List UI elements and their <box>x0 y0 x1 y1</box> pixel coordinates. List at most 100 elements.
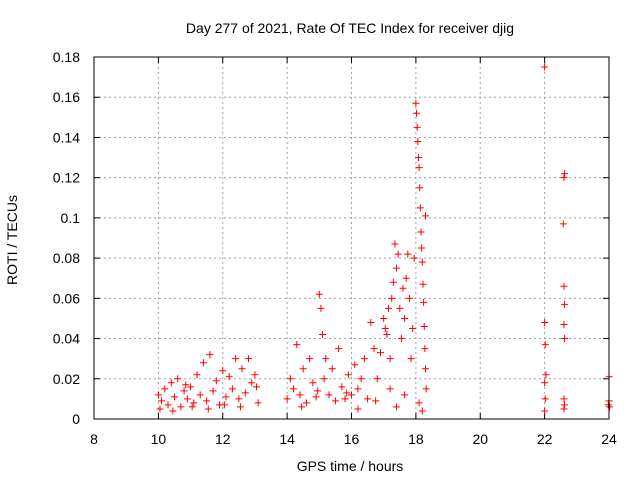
x-tick-labels: 8 10 12 14 16 18 20 22 24 <box>90 431 617 447</box>
data-point <box>169 407 177 415</box>
data-point <box>541 379 549 387</box>
data-point <box>561 300 569 308</box>
y-tick-label: 0.16 <box>53 89 80 105</box>
data-point <box>357 375 365 383</box>
data-point <box>405 294 413 302</box>
data-point <box>317 304 325 312</box>
data-point <box>241 389 249 397</box>
data-point <box>183 395 191 403</box>
data-point <box>158 397 166 405</box>
data-point <box>222 393 230 401</box>
data-point <box>156 405 164 413</box>
y-tick-label: 0.12 <box>53 170 80 186</box>
y-tick-label: 0.06 <box>53 290 80 306</box>
plot-frame <box>93 56 610 420</box>
data-point <box>401 314 409 322</box>
grid <box>94 57 609 419</box>
data-point <box>254 399 262 407</box>
data-point <box>225 373 233 381</box>
data-point <box>161 385 169 393</box>
y-tick-label: 0.02 <box>53 371 80 387</box>
data-point <box>167 379 175 387</box>
y-tick-label: 0.1 <box>61 210 81 226</box>
data-point <box>354 405 362 413</box>
y-tick-label: 0.04 <box>53 331 80 347</box>
data-point <box>174 375 182 383</box>
y-tick-label: 0.14 <box>53 129 80 145</box>
data-point <box>341 395 349 403</box>
data-point <box>388 294 396 302</box>
data-point <box>238 365 246 373</box>
data-point <box>380 314 388 322</box>
data-point <box>344 371 352 379</box>
data-point <box>420 298 428 306</box>
x-tick-label: 20 <box>472 431 488 447</box>
data-point <box>212 377 220 385</box>
x-tick-label: 22 <box>537 431 553 447</box>
data-point <box>235 395 243 403</box>
data-point <box>386 385 394 393</box>
data-point <box>416 204 424 212</box>
data-point <box>412 99 420 107</box>
data-point <box>338 383 346 391</box>
data-point <box>180 387 188 395</box>
data-point <box>409 325 417 332</box>
data-point <box>393 403 401 411</box>
data-point <box>319 331 327 339</box>
data-point <box>399 284 407 292</box>
data-point <box>389 278 397 286</box>
data-point <box>236 403 244 411</box>
data-point <box>170 393 178 401</box>
data-point <box>413 123 421 131</box>
data-point <box>164 401 172 409</box>
x-tick-label: 12 <box>215 431 231 447</box>
y-tick-label: 0 <box>72 411 80 427</box>
data-point <box>188 403 196 411</box>
data-point <box>401 391 409 399</box>
data-point <box>190 399 198 407</box>
data-point <box>419 280 427 288</box>
x-tick-label: 14 <box>279 431 295 447</box>
data-point <box>391 240 399 248</box>
data-point <box>541 63 549 71</box>
data-point <box>204 405 212 413</box>
data-point <box>309 379 317 387</box>
data-point <box>422 365 430 373</box>
data-point <box>560 320 568 328</box>
x-tick-label: 10 <box>151 431 167 447</box>
data-point <box>560 174 568 182</box>
data-point <box>373 375 381 383</box>
data-point <box>418 244 426 252</box>
data-point <box>348 391 355 399</box>
data-point <box>542 371 550 379</box>
data-point <box>206 351 214 359</box>
y-tick-labels: 0 0.02 0.04 0.06 0.08 0.1 0.12 0.14 0.16 0.18 <box>53 49 80 427</box>
data-point <box>414 154 422 162</box>
data-point <box>331 397 339 405</box>
data-point <box>415 399 423 407</box>
data-point <box>296 391 304 399</box>
data-point <box>193 371 201 379</box>
data-point <box>372 397 380 405</box>
data-point <box>385 304 393 312</box>
data-point <box>541 395 549 403</box>
data-point <box>416 184 424 192</box>
data-point <box>209 387 217 395</box>
data-point <box>314 387 322 395</box>
x-tick-label: 24 <box>601 431 617 447</box>
data-point <box>381 325 389 332</box>
data-point <box>422 212 430 220</box>
data-point <box>220 401 228 409</box>
data-point <box>422 385 430 393</box>
data-point <box>360 355 368 363</box>
data-point <box>410 254 418 262</box>
data-point <box>402 274 410 282</box>
data-point <box>325 391 333 399</box>
data-point <box>343 389 351 397</box>
data-point <box>396 304 404 312</box>
data-point <box>306 355 314 363</box>
data-point <box>196 391 204 399</box>
data-point <box>421 345 429 353</box>
data-point <box>320 375 328 383</box>
x-tick-label: 8 <box>90 431 98 447</box>
